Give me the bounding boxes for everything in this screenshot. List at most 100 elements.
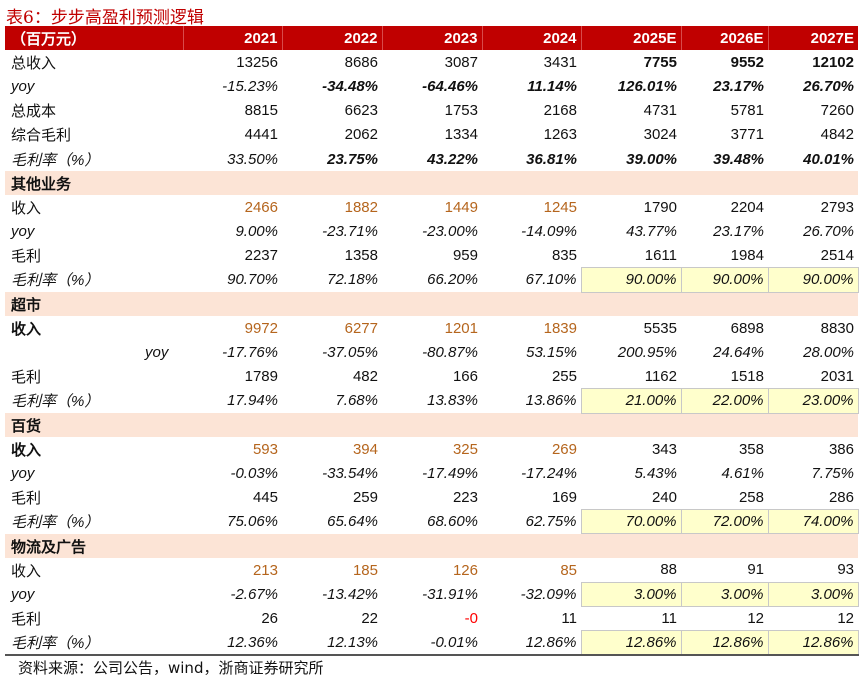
- row-label: yoy: [145, 344, 169, 362]
- table-cell: 1201: [444, 319, 478, 337]
- table-cell: 126: [452, 561, 478, 579]
- row-label: 综合毛利: [11, 127, 72, 145]
- row-label: 毛利率（%）: [5, 630, 183, 656]
- row-label: 毛利率（%）: [11, 393, 100, 411]
- table-cell: 213: [252, 561, 278, 579]
- table-cell: 269: [551, 440, 577, 458]
- table-cell: 223: [452, 489, 478, 507]
- table-cell: 62.75%: [525, 513, 577, 531]
- section-title: 其他业务: [5, 171, 858, 196]
- table-cell: 2204: [730, 198, 764, 216]
- table-cell: 4731: [643, 102, 677, 120]
- table-cell: 1611: [644, 247, 677, 265]
- table-cell: 4441: [244, 126, 278, 144]
- table-cell: -23.71%: [322, 223, 378, 241]
- table-cell: 1753: [444, 102, 478, 120]
- table-cell: 835: [551, 247, 577, 265]
- column-header-2021: 2021: [182, 26, 282, 51]
- row-label: 毛利率（%）: [11, 514, 100, 532]
- table-cell: 259: [352, 489, 378, 507]
- section-header-row: 百货: [5, 413, 858, 438]
- table-row: yoy -17.76% -37.05% -80.87% 53.15% 200.95% 24.…: [5, 340, 858, 364]
- table-cell: 5535: [643, 319, 677, 337]
- table-cell: 9.00%: [235, 223, 278, 241]
- table-cell: 3431: [543, 53, 577, 71]
- table-cell: 1245: [543, 198, 577, 216]
- table-cell: 72.18%: [327, 271, 378, 289]
- table-cell: 2793: [820, 198, 854, 216]
- table-cell: 39.00%: [626, 150, 677, 168]
- table-cell: 3087: [444, 53, 478, 71]
- table-row: yoy -2.67% -13.42% -31.91% -32.09% 3.00% 3.00%…: [5, 581, 859, 608]
- row-label: yoy: [11, 223, 35, 241]
- table-cell: 3.00%: [767, 581, 859, 608]
- table-cell: -0: [464, 610, 478, 628]
- table-cell: 1790: [643, 198, 677, 216]
- table-cell: -0.01%: [382, 630, 482, 656]
- table-cell: 43.22%: [427, 150, 478, 168]
- table-row: 毛利率（%） 90.70% 72.18% 66.20% 67.10% 90.00% 90.0…: [5, 267, 859, 293]
- table-cell: 8815: [244, 102, 278, 120]
- table-cell: 2062: [344, 126, 378, 144]
- table-row: 综合毛利 4441 2062 1334 1263 3024 3771 4842: [5, 123, 858, 147]
- table-row: 毛利率（%） 12.36% 12.13% -0.01% 12.86% 12.86% 12.8…: [5, 630, 859, 656]
- row-label: 收入: [11, 199, 42, 217]
- table-cell: 3024: [643, 126, 677, 144]
- table-cell: -17.49%: [422, 464, 478, 482]
- table-cell: 11.14%: [527, 77, 577, 95]
- section-header-row: 物流及广告: [5, 533, 858, 559]
- table-cell: 343: [651, 440, 677, 458]
- table-cell: -33.54%: [322, 464, 378, 482]
- table-cell: 1263: [543, 126, 577, 144]
- table-cell: 65.64%: [327, 513, 378, 531]
- table-row: 毛利 445 259 223 169 240 258 286: [5, 486, 858, 510]
- table-cell: 53.15%: [526, 344, 577, 362]
- table-cell: 12: [747, 610, 764, 628]
- table-cell: 7260: [820, 102, 854, 120]
- column-header-2024: 2024: [481, 26, 581, 51]
- table-cell: 3.00%: [580, 581, 682, 608]
- table-cell: 17.94%: [227, 392, 278, 410]
- table-cell: 358: [738, 440, 764, 458]
- table-row: 总成本 8815 6623 1753 2168 4731 5781 7260: [5, 99, 858, 123]
- table-cell: 90.00%: [680, 267, 769, 293]
- table-cell: 5.43%: [634, 464, 677, 482]
- column-header-2026e: 2026E: [680, 26, 768, 51]
- table-cell: 7.75%: [811, 464, 854, 482]
- table-cell: 68.60%: [427, 513, 478, 531]
- table-cell: 1882: [344, 198, 378, 216]
- table-cell: 6898: [730, 319, 764, 337]
- table-cell: 23.00%: [767, 388, 859, 414]
- table-cell: 4842: [820, 126, 854, 144]
- table-cell: -34.48%: [322, 77, 378, 95]
- table-cell: 169: [551, 489, 577, 507]
- table-cell: 8686: [344, 53, 378, 71]
- table-cell: 7.68%: [335, 392, 378, 410]
- column-header-2023: 2023: [381, 26, 482, 51]
- table-cell: 12.36%: [183, 630, 282, 656]
- table-body: 总收入 13256 8686 3087 3431 7755 9552 12102 yoy -15.…: [5, 50, 859, 656]
- table-cell: 70.00%: [580, 509, 682, 535]
- table-cell: -0.03%: [230, 464, 278, 482]
- table-cell: -2.67%: [230, 585, 278, 603]
- table-cell: 255: [551, 368, 577, 386]
- row-label: yoy: [11, 585, 35, 603]
- table-cell: 12102: [812, 53, 854, 71]
- table-cell: 12.86%: [767, 630, 859, 656]
- table-cell: 23.17%: [713, 223, 764, 241]
- table-row: yoy 9.00% -23.71% -23.00% -14.09% 43.77% 23.17…: [5, 220, 858, 244]
- source-note: 资料来源：公司公告，wind，浙商证券研究所: [18, 659, 324, 677]
- table-cell: 67.10%: [525, 271, 577, 289]
- table-cell: 2168: [543, 102, 577, 120]
- table-cell: 2237: [244, 247, 278, 265]
- row-label: 毛利: [11, 490, 42, 508]
- table-cell: 72.00%: [680, 509, 769, 535]
- section-title: 物流及广告: [5, 533, 858, 559]
- table-row: 收入 213 185 126 85 88 91 93: [5, 558, 858, 582]
- table-cell: -31.91%: [422, 585, 478, 603]
- table-cell: -23.00%: [422, 223, 478, 241]
- table-cell: -17.24%: [521, 464, 577, 482]
- table-cell: 200.95%: [617, 344, 677, 362]
- table-cell: 88: [660, 561, 677, 579]
- table-row: 总收入 13256 8686 3087 3431 7755 9552 12102: [5, 50, 858, 74]
